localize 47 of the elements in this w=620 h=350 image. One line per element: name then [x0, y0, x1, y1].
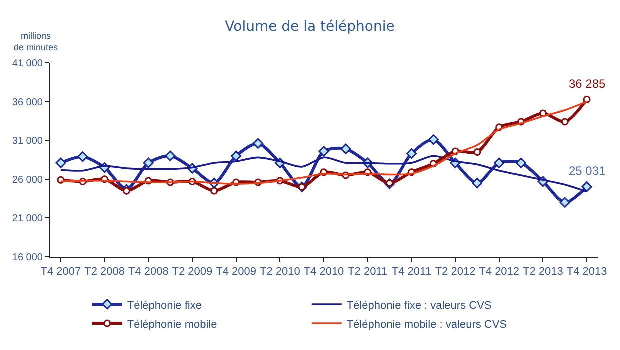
point — [78, 152, 88, 162]
point — [122, 187, 130, 195]
x-tick-label: T4 2011 — [392, 266, 432, 278]
point — [231, 150, 242, 162]
x-tick-label: T2 2013 — [523, 266, 564, 278]
annotation: 36 285 — [569, 77, 606, 91]
x-tick-label: T4 2007 — [40, 266, 82, 278]
point — [428, 134, 439, 146]
x-tick-label: T4 2009 — [216, 266, 257, 278]
chart-title: Volume de la téléphonie — [225, 18, 395, 35]
y-tick-label: 26 000 — [12, 174, 44, 186]
x-tick-label: T2 2010 — [260, 266, 300, 278]
x-tick-label: T4 2010 — [304, 266, 344, 278]
x-tick-label: T2 2011 — [348, 266, 388, 278]
point — [406, 148, 417, 160]
point — [165, 150, 176, 162]
x-tick-label: T2 2008 — [84, 266, 125, 278]
y-tick-label: 16 000 — [12, 252, 44, 264]
point — [143, 158, 154, 168]
point — [252, 138, 264, 149]
point — [494, 158, 505, 168]
y-tick-label: 21 000 — [12, 214, 44, 225]
point — [516, 158, 527, 168]
legend-label: Téléphonie fixe : valeurs CVS — [346, 300, 492, 312]
point — [318, 146, 330, 157]
point — [583, 96, 591, 104]
legend-label: Téléphonie fixe — [127, 300, 202, 312]
y-tick-label: 36 000 — [12, 97, 44, 108]
x-tick-label: T4 2008 — [128, 266, 169, 278]
x-tick-label: T2 2012 — [435, 266, 476, 278]
x-tick-label: T4 2012 — [479, 266, 520, 278]
y-axis-title: millions de minutes — [14, 31, 59, 53]
point — [210, 187, 218, 195]
point — [56, 158, 66, 168]
x-tick-label: T2 2009 — [172, 266, 213, 278]
x-tick-label: T4 2013 — [566, 266, 608, 278]
point — [474, 148, 482, 156]
y-tick-label: 41 000 — [12, 58, 44, 70]
point — [340, 144, 352, 154]
legend-label: Téléphonie mobile : valeurs CVS — [346, 318, 508, 331]
point — [582, 182, 592, 192]
point — [561, 118, 569, 126]
annotation: 25 031 — [569, 164, 606, 178]
y-tick-label: 31 000 — [12, 136, 44, 148]
legend-label: Téléphonie mobile — [127, 318, 218, 331]
point — [560, 197, 570, 208]
point — [472, 178, 483, 189]
